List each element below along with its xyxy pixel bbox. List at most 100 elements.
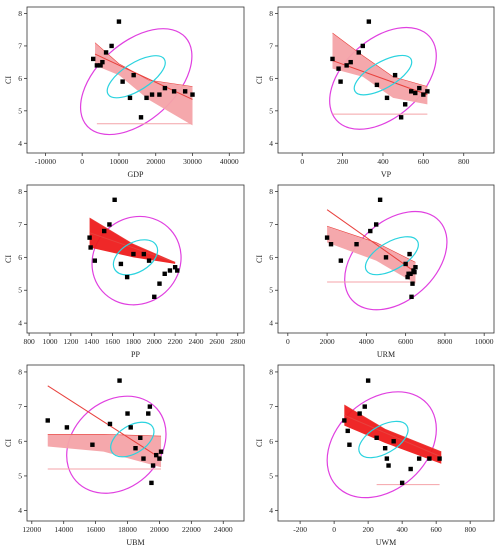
data-point [117, 378, 122, 383]
plot-area [45, 378, 167, 494]
x-tick-label: 6000 [398, 337, 413, 346]
x-tick-label: 2800 [230, 337, 245, 346]
data-point [382, 446, 388, 451]
data-point [437, 456, 442, 461]
data-point [64, 425, 70, 430]
data-point [45, 418, 50, 423]
data-point [127, 95, 133, 101]
x-tick-label: 30000 [183, 157, 202, 166]
data-point [328, 242, 334, 247]
x-tick-label: 400 [377, 157, 389, 166]
data-point [157, 456, 162, 461]
mean-confidence-ellipse [364, 236, 419, 276]
data-point [409, 294, 414, 300]
x-tick-label: 800 [23, 337, 35, 346]
plot-frame [26, 6, 245, 154]
x-tick-label: 2200 [168, 337, 183, 346]
data-point [347, 442, 352, 447]
x-tick-label: 22000 [182, 525, 201, 534]
x-tick-label: 40000 [220, 157, 239, 166]
x-tick-label: 800 [465, 525, 477, 534]
mean-confidence-ellipse [112, 239, 159, 276]
data-point [131, 251, 136, 257]
data-point [344, 63, 349, 68]
data-point [146, 258, 152, 263]
data-point [417, 85, 422, 91]
prediction-ellipse [66, 395, 167, 494]
y-tick-label: 8 [18, 9, 22, 18]
data-point [412, 269, 417, 275]
data-point [365, 378, 371, 383]
y-tick-label: 8 [269, 9, 273, 18]
data-point [427, 456, 432, 461]
x-tick-label: 200 [337, 157, 349, 166]
data-point [131, 72, 136, 78]
plot-area [324, 197, 448, 311]
data-point [413, 265, 418, 270]
x-tick-label: 1200 [63, 337, 78, 346]
panel-uwm: -200 0 200 400 600 800 4 5 6 7 8 UWM CI [255, 364, 495, 547]
data-point [190, 92, 195, 97]
data-point [157, 281, 162, 286]
regression-line [326, 209, 416, 273]
x-tick-label: 2000 [320, 337, 335, 346]
data-point [138, 435, 143, 440]
data-point [103, 50, 109, 55]
data-point [421, 92, 426, 97]
data-point [87, 235, 92, 240]
data-point [116, 19, 122, 24]
y-tick-label: 7 [18, 402, 22, 411]
data-point [109, 43, 114, 49]
data-point [336, 66, 341, 71]
y-axis-label: CI [4, 439, 13, 447]
x-tick-label: 14000 [54, 525, 73, 534]
prediction-ellipse [329, 26, 437, 130]
x-axis-label: UBM [126, 538, 144, 547]
data-point [167, 268, 173, 273]
mean-confidence-ellipse [106, 55, 166, 99]
data-point [399, 480, 405, 486]
y-axis-label: CI [255, 439, 264, 447]
data-point [158, 449, 164, 454]
panel-pp: 800 1000 1200 1400 1600 1800 2000 2200 2400 2600 2… [4, 184, 245, 359]
y-axis-label: CI [255, 76, 264, 84]
x-tick-label: 600 [431, 525, 443, 534]
x-tick-label: 1400 [84, 337, 99, 346]
x-tick-label: 20000 [150, 525, 169, 534]
x-tick-label: 10000 [110, 157, 129, 166]
x-tick-label: 18000 [118, 525, 137, 534]
y-tick-label: 6 [18, 253, 22, 262]
plot-area [87, 197, 182, 306]
data-point [330, 56, 335, 62]
y-tick-label: 7 [18, 220, 22, 229]
data-point [413, 90, 418, 96]
data-point [100, 59, 105, 65]
y-tick-label: 4 [18, 506, 22, 515]
y-tick-label: 7 [269, 402, 273, 411]
x-tick-label: 24000 [214, 525, 233, 534]
x-tick-label: 10000 [475, 337, 494, 346]
plot-frame [26, 364, 245, 522]
y-tick-label: 6 [269, 253, 273, 262]
y-tick-label: 7 [269, 41, 273, 50]
y-tick-label: 8 [18, 367, 22, 376]
data-point [91, 56, 96, 62]
x-tick-label: 0 [300, 157, 304, 166]
y-tick-label: 5 [18, 471, 22, 480]
y-tick-label: 5 [269, 106, 273, 115]
y-tick-label: 4 [18, 139, 22, 148]
data-point [146, 411, 151, 416]
x-tick-label: 0 [332, 525, 336, 534]
y-tick-label: 5 [269, 471, 273, 480]
data-point [182, 89, 188, 94]
data-point [128, 425, 133, 430]
x-tick-label: 800 [458, 157, 470, 166]
data-point [409, 89, 414, 94]
data-point [377, 197, 383, 202]
y-axis-label: CI [4, 76, 13, 84]
x-axis-label: URM [377, 350, 395, 359]
y-tick-label: 8 [269, 187, 273, 196]
data-point [124, 274, 130, 280]
y-tick-label: 7 [18, 41, 22, 50]
